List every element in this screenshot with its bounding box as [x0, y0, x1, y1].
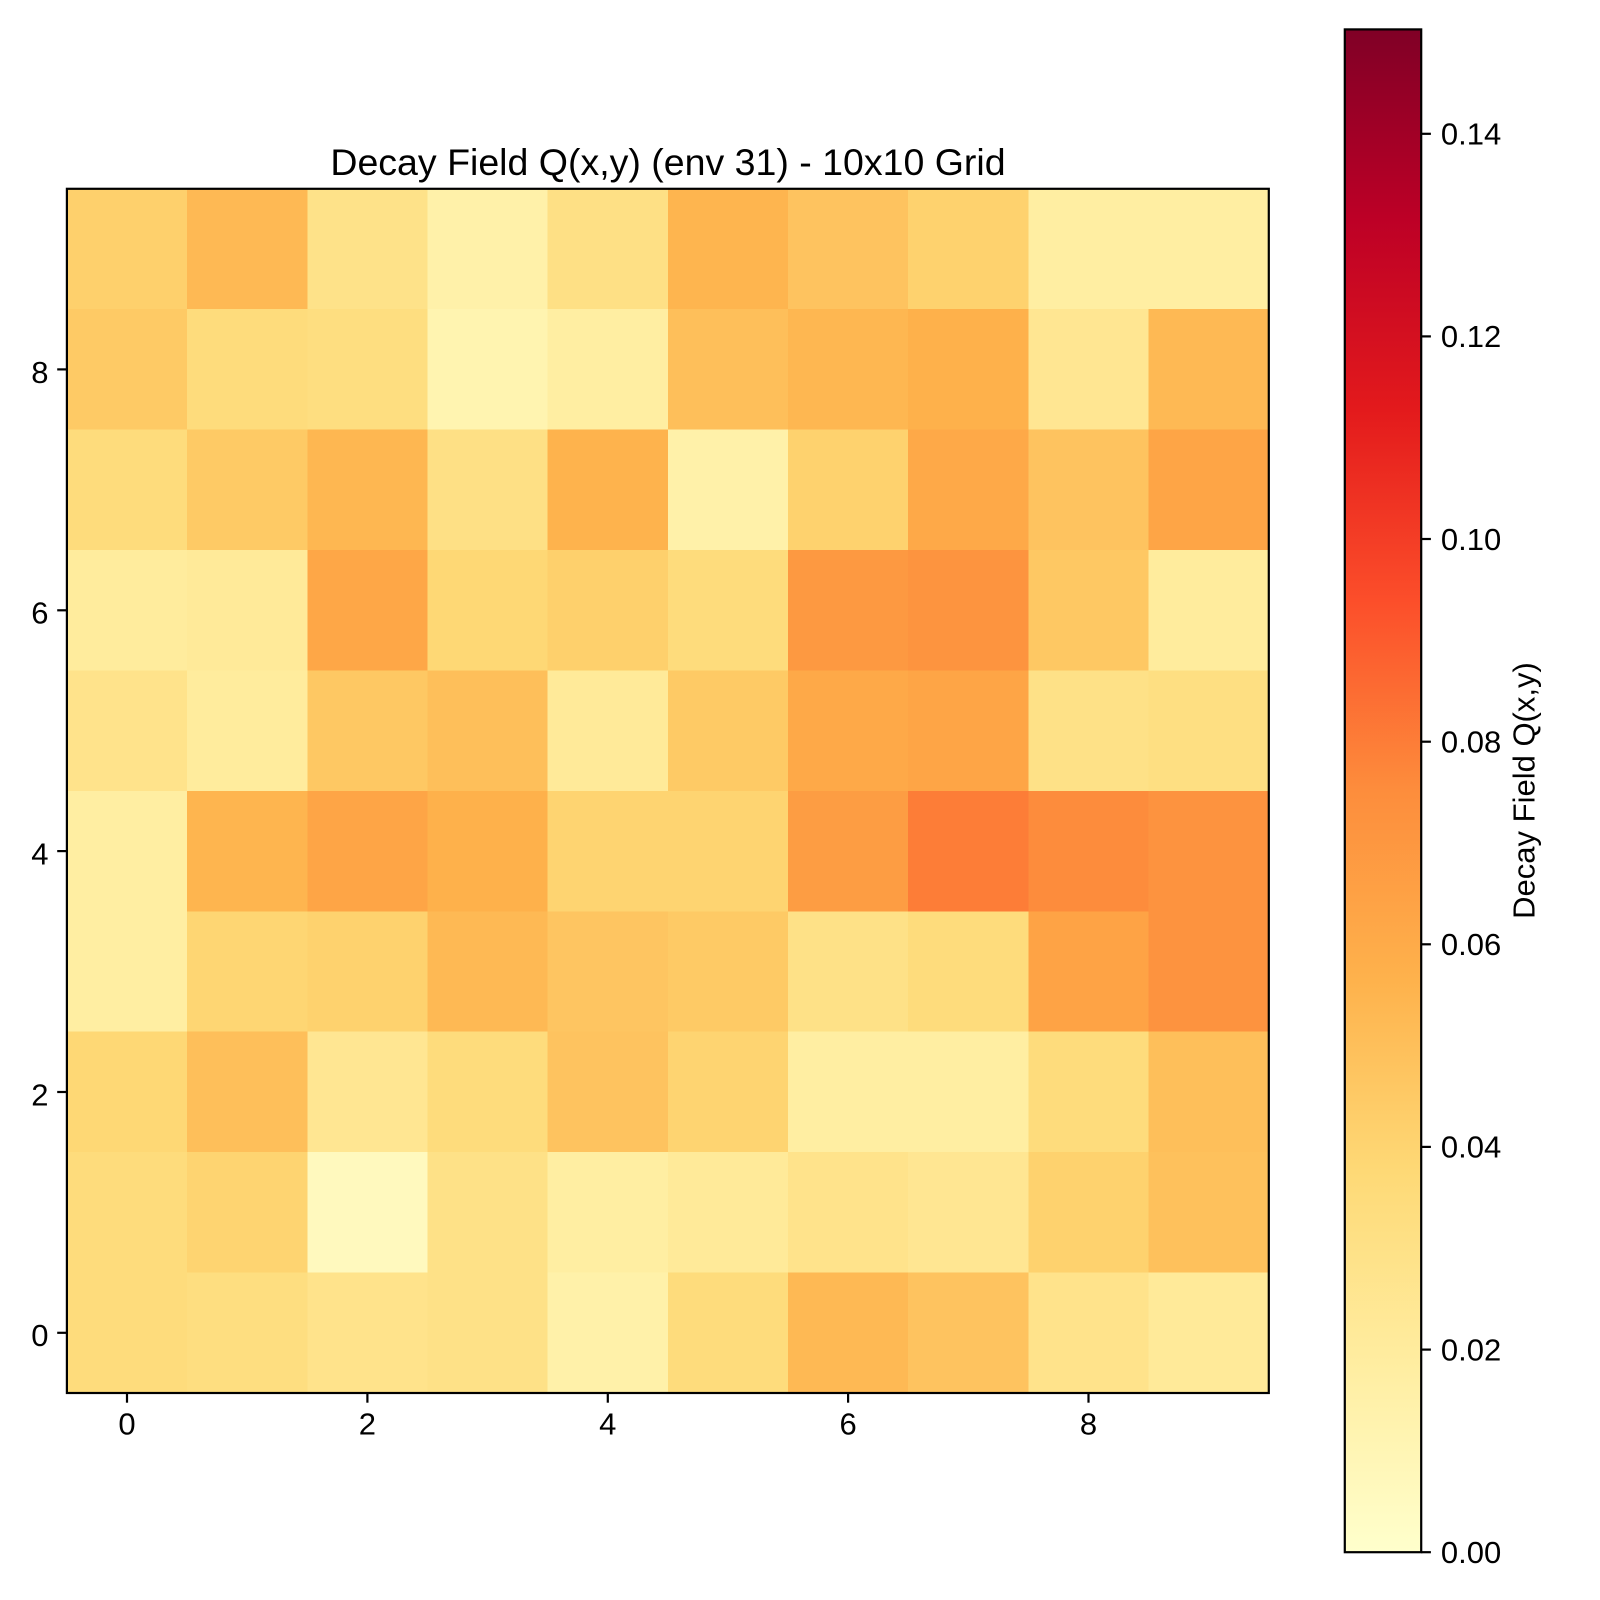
svg-text:0.04: 0.04 [1441, 1130, 1501, 1165]
svg-text:8: 8 [31, 355, 48, 390]
svg-text:0: 0 [118, 1407, 135, 1442]
svg-text:2: 2 [359, 1407, 376, 1442]
svg-text:6: 6 [839, 1407, 856, 1442]
svg-text:0.06: 0.06 [1441, 927, 1501, 962]
svg-text:2: 2 [31, 1077, 48, 1112]
svg-text:0.10: 0.10 [1441, 522, 1501, 557]
svg-text:6: 6 [31, 596, 48, 631]
svg-text:4: 4 [599, 1407, 616, 1442]
svg-text:0.12: 0.12 [1441, 319, 1501, 354]
svg-text:0.02: 0.02 [1441, 1332, 1501, 1367]
svg-text:0.14: 0.14 [1441, 117, 1501, 152]
svg-text:4: 4 [31, 837, 48, 872]
svg-text:8: 8 [1080, 1407, 1097, 1442]
svg-text:0.08: 0.08 [1441, 725, 1501, 760]
svg-text:Decay Field Q(x,y): Decay Field Q(x,y) [1507, 662, 1542, 919]
svg-text:Decay Field Q(x,y) (env 31) -: Decay Field Q(x,y) (env 31) - 10x10 Grid [330, 141, 1005, 183]
svg-text:0.00: 0.00 [1441, 1535, 1501, 1570]
svg-text:0: 0 [31, 1318, 48, 1353]
